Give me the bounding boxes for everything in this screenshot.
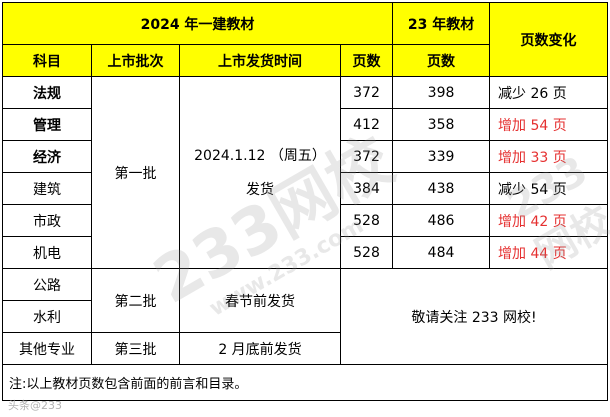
- change-cell: 增加 44 页: [489, 236, 609, 269]
- subject-cell: 水利: [2, 300, 92, 333]
- header-page-change: 页数变化: [489, 2, 609, 77]
- header-pages-23: 页数: [392, 44, 491, 77]
- pages-23-cell: 398: [392, 76, 491, 109]
- pages-2024-cell: 384: [339, 172, 394, 205]
- footnote: 注:以上教材页数包含前面的前言和目录。: [1, 364, 609, 401]
- table-row: 注:以上教材页数包含前面的前言和目录。: [1, 364, 609, 401]
- header-pages-2024: 页数: [339, 44, 394, 77]
- table-row: 法规 第一批 2024.1.12 （周五） 发货 372 398 减少 26 页: [2, 76, 609, 269]
- pages-23-cell: 484: [392, 236, 491, 269]
- table-row: 经济 372 339 增加 33 页: [2, 140, 609, 173]
- header-2024-textbook: 2024 年一建教材: [1, 2, 394, 45]
- change-cell: 减少 26 页: [489, 76, 609, 109]
- pages-2024-cell: 528: [339, 236, 394, 269]
- batch-2-release-cell: 春节前发货: [179, 268, 341, 333]
- pages-2024-cell: 528: [339, 204, 394, 237]
- change-cell: 减少 54 页: [489, 172, 609, 205]
- subject-cell: 公路: [2, 268, 92, 301]
- subject-cell: 机电: [2, 236, 92, 269]
- pages-23-cell: 438: [392, 172, 491, 205]
- batch-1-release-cell: 2024.1.12 （周五） 发货: [179, 76, 341, 269]
- pages-2024-cell: 372: [339, 76, 394, 109]
- table-row: 建筑 384 438 减少 54 页: [2, 172, 609, 205]
- table-row: 机电 528 484 增加 44 页: [2, 236, 609, 269]
- batch-3-release-cell: 2 月底前发货: [179, 332, 341, 365]
- header-subject: 科目: [2, 44, 92, 77]
- pages-23-cell: 339: [392, 140, 491, 173]
- subject-cell: 法规: [2, 76, 92, 109]
- batch-1-cell: 第一批: [91, 76, 180, 269]
- table-row: 其他专业 第三批 2 月底前发货: [2, 332, 608, 365]
- subject-cell: 经济: [2, 140, 92, 173]
- textbook-table: 2024 年一建教材 23 年教材 页数变化 科目 上市批次 上市发货时间 页数…: [1, 2, 609, 401]
- follow-note-cell: 敬请关注 233 网校!: [339, 268, 609, 365]
- table-row: 管理 412 358 增加 54 页: [2, 108, 609, 141]
- watermark-footer: 头条@233: [8, 399, 62, 412]
- table-row: 市政 528 486 增加 42 页: [2, 204, 609, 237]
- batch-2-cell: 第二批: [91, 268, 180, 333]
- subject-cell: 管理: [2, 108, 92, 141]
- subject-cell: 市政: [2, 204, 92, 237]
- release-date: 2024.1.12 （周五）: [194, 147, 326, 164]
- release-ship: 发货: [246, 181, 274, 198]
- subject-cell: 建筑: [2, 172, 92, 205]
- change-cell: 增加 42 页: [489, 204, 609, 237]
- change-cell: 增加 54 页: [489, 108, 609, 141]
- pages-2024-cell: 372: [339, 140, 394, 173]
- header-23-textbook: 23 年教材: [392, 2, 491, 45]
- batch-3-cell: 第三批: [91, 332, 180, 365]
- pages-23-cell: 358: [392, 108, 491, 141]
- table-row: 水利: [2, 300, 608, 333]
- header-release-time: 上市发货时间: [179, 44, 341, 77]
- table-row: 公路 第二批 春节前发货 敬请关注 233 网校!: [2, 268, 609, 365]
- pages-2024-cell: 412: [339, 108, 394, 141]
- change-cell: 增加 33 页: [489, 140, 609, 173]
- header-batch: 上市批次: [91, 44, 180, 77]
- subject-cell: 其他专业: [2, 332, 92, 365]
- pages-23-cell: 486: [392, 204, 491, 237]
